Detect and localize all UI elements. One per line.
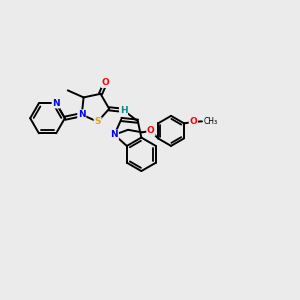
Text: H: H [120,106,128,115]
Text: S: S [94,117,101,126]
Text: O: O [147,126,155,135]
Text: N: N [78,110,85,119]
Text: CH₃: CH₃ [203,117,218,126]
Text: N: N [111,130,118,139]
Text: O: O [189,117,197,126]
Text: O: O [102,78,109,87]
Text: N: N [52,99,60,108]
